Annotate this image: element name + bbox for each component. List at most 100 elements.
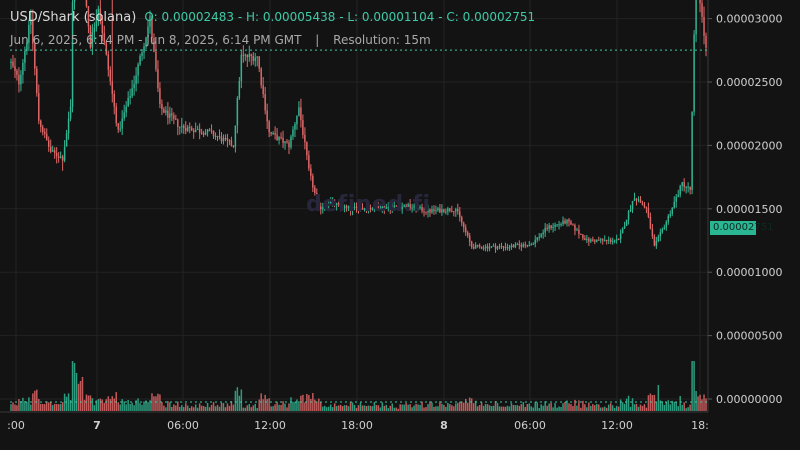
volume-bar (500, 406, 503, 411)
candle-body (586, 238, 588, 241)
candle-body (250, 54, 253, 56)
volume-bar (377, 405, 380, 411)
candle-body (520, 245, 523, 247)
candle-body (143, 46, 145, 53)
volume-bar (20, 401, 22, 411)
volume-bar (333, 403, 336, 411)
volume-bar (397, 408, 399, 411)
y-tick-label: 0.00000000 (716, 393, 782, 406)
x-tick-label: 06:00 (514, 419, 546, 432)
candle-body (99, 8, 102, 21)
volume-bar (331, 407, 334, 411)
volume-bar (173, 404, 175, 411)
candle-body (335, 203, 338, 206)
candle-body (20, 74, 22, 85)
candle-body (202, 132, 205, 135)
volume-bar (325, 407, 328, 411)
candle-body (16, 70, 18, 75)
volume-bar (484, 403, 487, 411)
volume-bar (530, 406, 533, 411)
candle-body (701, 3, 703, 17)
volume-bar (419, 404, 421, 411)
volume-bar (375, 405, 378, 411)
candle-body (651, 228, 654, 237)
candle-body (194, 129, 197, 132)
volume-bar (572, 406, 574, 411)
candle-body (538, 236, 540, 238)
candle-body (137, 64, 139, 76)
volume-bar (351, 402, 354, 411)
volume-bar (220, 402, 223, 411)
volume-bar (645, 407, 648, 411)
candle-body (685, 186, 687, 188)
candle-body (683, 182, 685, 188)
candle-body (532, 243, 534, 245)
candle-body (171, 113, 173, 116)
volume-bar (361, 405, 364, 411)
volume-bar (300, 395, 302, 411)
candle-body (457, 209, 459, 212)
volume-bar (691, 361, 693, 411)
candle-body (238, 81, 241, 99)
candle-body (427, 209, 429, 213)
candle-body (671, 207, 673, 214)
volume-bar (290, 397, 292, 411)
volume-bar (550, 403, 552, 411)
candle-body (63, 146, 66, 161)
volume-bar (463, 402, 465, 411)
candle-body (371, 208, 374, 210)
candle-body (234, 125, 237, 147)
volume-bar (276, 401, 278, 411)
watermark: defined.fi (306, 192, 431, 217)
volume-bar (123, 401, 125, 411)
volume-bar (542, 405, 544, 411)
volume-bar (554, 403, 556, 411)
candle-body (173, 115, 175, 119)
y-tick-label: 0.00001000 (716, 266, 782, 279)
volume-bar (14, 404, 16, 411)
volume-bar (280, 405, 282, 411)
volume-bar (87, 395, 90, 411)
volume-bar (95, 400, 98, 411)
volume-bar (560, 407, 562, 411)
candle-body (592, 239, 594, 241)
candle-body (242, 54, 245, 56)
ohlc-readout: O: 0.00002483 - H: 0.00005438 - L: 0.000… (144, 10, 536, 24)
volume-bar (89, 395, 92, 411)
candle-body (653, 236, 656, 246)
candle-body (34, 43, 36, 69)
volume-bar (111, 396, 114, 411)
volume-bar (647, 395, 650, 411)
volume-bar (75, 373, 78, 411)
candlestick-series (10, 0, 707, 253)
volume-bar (357, 405, 360, 411)
volume-bar (230, 401, 233, 411)
x-tick-label: 8 (440, 419, 448, 432)
candle-body (232, 145, 235, 147)
candle-body (401, 206, 403, 209)
volume-bar (455, 403, 457, 411)
candle-body (407, 204, 409, 208)
candle-body (59, 156, 62, 158)
candle-body (627, 211, 630, 220)
volume-bar (246, 405, 249, 411)
volume-bar (270, 406, 272, 411)
volume-bar (296, 399, 298, 411)
volume-bar (61, 402, 64, 411)
volume-bar (381, 402, 384, 411)
candle-body (395, 205, 397, 207)
candle-body (322, 207, 324, 210)
candle-body (602, 239, 604, 241)
candle-body (183, 125, 185, 129)
volume-bar (153, 396, 155, 411)
candle-body (466, 232, 469, 236)
candle-body (445, 211, 447, 213)
volume-bar (512, 404, 515, 411)
volume-bar (28, 397, 30, 411)
volume-bar (190, 406, 193, 411)
volume-bar (53, 403, 56, 411)
volume-bar (127, 399, 129, 411)
volume-bar (30, 404, 32, 411)
candle-body (147, 26, 149, 38)
